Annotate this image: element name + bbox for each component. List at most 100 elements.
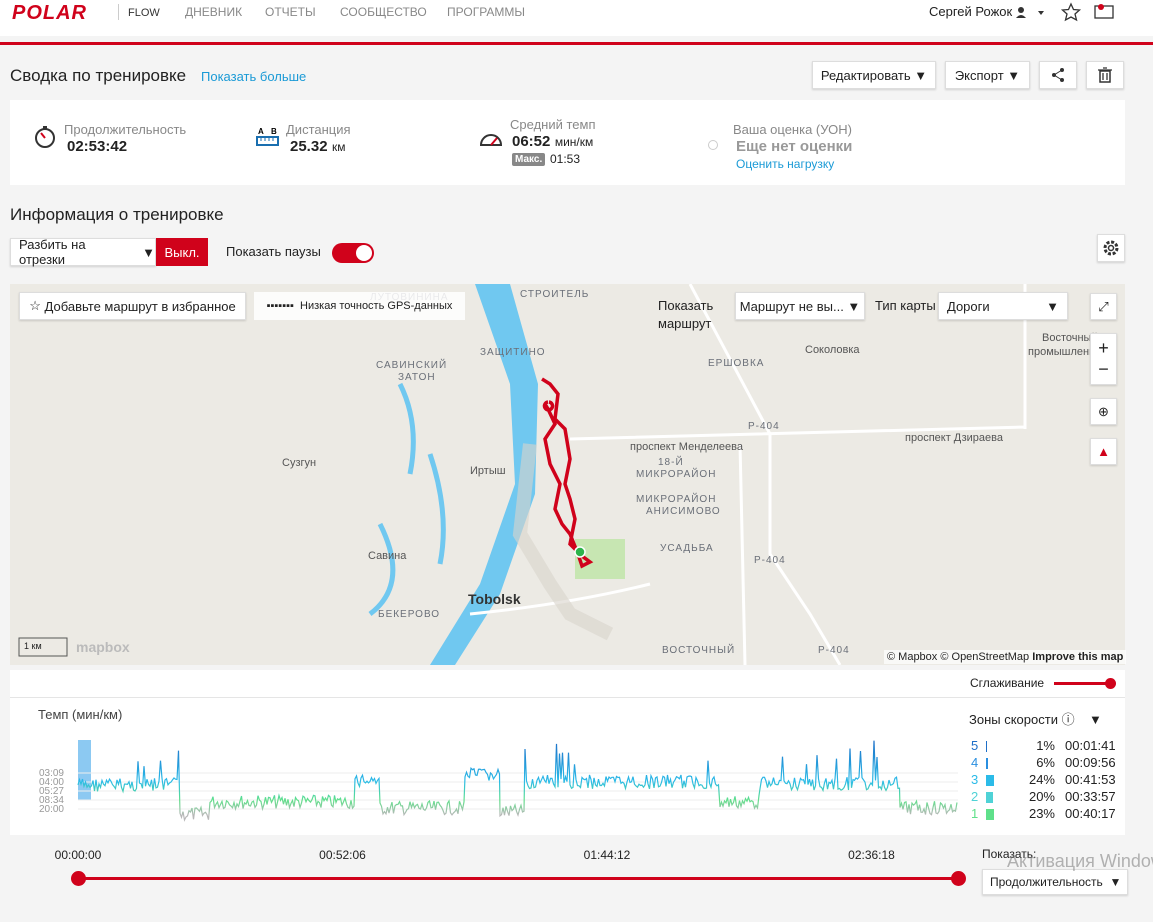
- nav-item[interactable]: ОТЧЕТЫ: [265, 5, 316, 19]
- zones-title[interactable]: Зоны скорости ⓘ ▼: [969, 712, 1102, 727]
- product: FLOW: [128, 7, 160, 19]
- distance-value: 25.32: [290, 138, 328, 155]
- watermark: Активация Windows: [1007, 851, 1153, 871]
- route-select[interactable]: Маршрут не вы... ▼: [735, 292, 865, 320]
- zone-number: 2: [971, 789, 979, 804]
- show-select[interactable]: Продолжительность ▼: [982, 869, 1128, 895]
- zoom-in[interactable]: +: [1098, 338, 1109, 358]
- edit-button[interactable]: Редактировать ▼: [812, 61, 936, 89]
- delete-button[interactable]: [1086, 61, 1124, 89]
- rating-value: Еще нет оценки: [736, 138, 853, 155]
- scale-label: 1 км: [24, 641, 42, 651]
- y-tick-label: 05:27: [39, 786, 64, 797]
- pace-trace: [77, 740, 958, 822]
- place-label: МИКРОРАЙОН: [636, 467, 716, 480]
- park: [575, 539, 625, 579]
- range-start[interactable]: [71, 871, 86, 886]
- stats-card: [10, 100, 1125, 185]
- pauses-toggle[interactable]: [332, 243, 374, 263]
- map-canvas: ЛУТОВИНИНАСТРОИТЕЛЬЗАЩИТИНОСАВИНСКИЙЗАТО…: [18, 284, 1109, 665]
- y-tick-label: 08:34: [39, 795, 64, 806]
- show-label: Показать:: [982, 847, 1037, 861]
- label: Экспорт: [954, 67, 1004, 83]
- place-label: Восточный: [1042, 332, 1098, 344]
- zone-bar: [986, 741, 987, 752]
- caret[interactable]: [1038, 11, 1044, 15]
- y-tick-label: 03:09: [39, 768, 64, 779]
- zone-time: 00:09:56: [1065, 755, 1116, 770]
- show-more[interactable]: Показать больше: [201, 69, 307, 84]
- nav-item[interactable]: СООБЩЕСТВО: [340, 5, 427, 19]
- place-label: АНИСИМОВО: [646, 506, 721, 517]
- map[interactable]: ЛУТОВИНИНАСТРОИТЕЛЬЗАЩИТИНОСАВИНСКИЙЗАТО…: [10, 284, 1125, 665]
- badge: [1098, 4, 1104, 10]
- rate-link[interactable]: Оценить нагрузку: [736, 157, 835, 171]
- label: Добавьте маршрут в избранное: [44, 298, 236, 314]
- label: Маршрут не вы...: [739, 298, 844, 314]
- user-name[interactable]: Сергей Рожок: [929, 4, 1013, 19]
- route: [541, 377, 594, 569]
- smoothing-label: Сглаживание: [970, 676, 1045, 690]
- distance: 25.32 км: [290, 138, 346, 156]
- map-type-select[interactable]: Дороги ▼: [938, 292, 1068, 320]
- pace: 06:52 мин/км: [512, 133, 593, 151]
- favorite-route[interactable]: ☆ Добавьте маршрут в избранное: [19, 292, 246, 320]
- favorite-icon[interactable]: [1060, 2, 1082, 22]
- rating-label: Ваша оценка (УОН): [733, 122, 852, 137]
- red-line: [0, 42, 1153, 45]
- max-pace: 01:53: [550, 152, 581, 166]
- settings-button[interactable]: [1097, 234, 1125, 262]
- distance-unit: км: [332, 140, 346, 154]
- fullscreen[interactable]: ⤢: [1090, 293, 1117, 320]
- place-label: проспект Менделеева: [630, 441, 744, 453]
- label: Низкая точность GPS-данных: [300, 300, 453, 312]
- trash-icon: [1098, 67, 1112, 83]
- split-select[interactable]: Разбить на отрезки ▼: [10, 237, 156, 267]
- show-route-label: маршрут: [658, 316, 712, 331]
- label: Редактировать: [820, 67, 911, 83]
- smoothing-slider[interactable]: [1054, 678, 1116, 689]
- place-label: САВИНСКИЙ: [376, 358, 447, 371]
- place-label: ЕРШОВКА: [708, 358, 764, 369]
- header-icons: [1016, 2, 1114, 22]
- time-label: 01:44:12: [583, 848, 631, 862]
- place-label: Иртыш: [470, 465, 506, 477]
- zoom-out[interactable]: −: [1098, 359, 1109, 379]
- improve[interactable]: Improve this map: [1032, 651, 1124, 663]
- label: Продолжительность: [990, 875, 1103, 889]
- share-button[interactable]: [1039, 61, 1077, 89]
- zoom[interactable]: + −: [1090, 333, 1117, 385]
- place-label: Соколовка: [805, 344, 860, 356]
- start-marker: [574, 546, 586, 558]
- slider-knob[interactable]: [1105, 678, 1116, 689]
- place-label: промышленный: [1028, 346, 1109, 358]
- user-icon[interactable]: [1018, 7, 1024, 13]
- map-type-label: Тип карты: [875, 298, 936, 313]
- show-route-label: Показать: [658, 298, 714, 313]
- zone-number: 1: [971, 806, 979, 821]
- split-state[interactable]: Выкл.: [156, 238, 208, 266]
- city: [512, 443, 614, 641]
- compass[interactable]: ▲: [1090, 438, 1117, 465]
- user-icon: [1016, 15, 1026, 18]
- device-icon[interactable]: [1094, 5, 1114, 19]
- place-label: Р-404: [748, 421, 780, 432]
- y-tick-label: 04:00: [39, 777, 64, 788]
- place-label: МИКРОРАЙОН: [636, 492, 716, 505]
- y-tick-label: 20:00: [39, 804, 64, 815]
- nav-item[interactable]: ПРОГРАММЫ: [447, 5, 526, 19]
- roads: [469, 284, 1027, 665]
- place-label: Сузгун: [282, 457, 316, 469]
- timeline-bar[interactable]: [78, 877, 958, 880]
- nav-item[interactable]: ДНЕВНИК: [185, 5, 243, 19]
- locate[interactable]: ⊕: [1090, 398, 1117, 425]
- copyright[interactable]: © Mapbox © OpenStreetMap: [887, 651, 1030, 663]
- scale-bar: [18, 637, 68, 657]
- logo[interactable]: POLAR: [12, 2, 87, 24]
- range-end[interactable]: [951, 871, 966, 886]
- export-button[interactable]: Экспорт ▼: [945, 61, 1030, 89]
- summary-title: Сводка по тренировке: [10, 66, 187, 85]
- zone-share: 6%: [1036, 755, 1055, 770]
